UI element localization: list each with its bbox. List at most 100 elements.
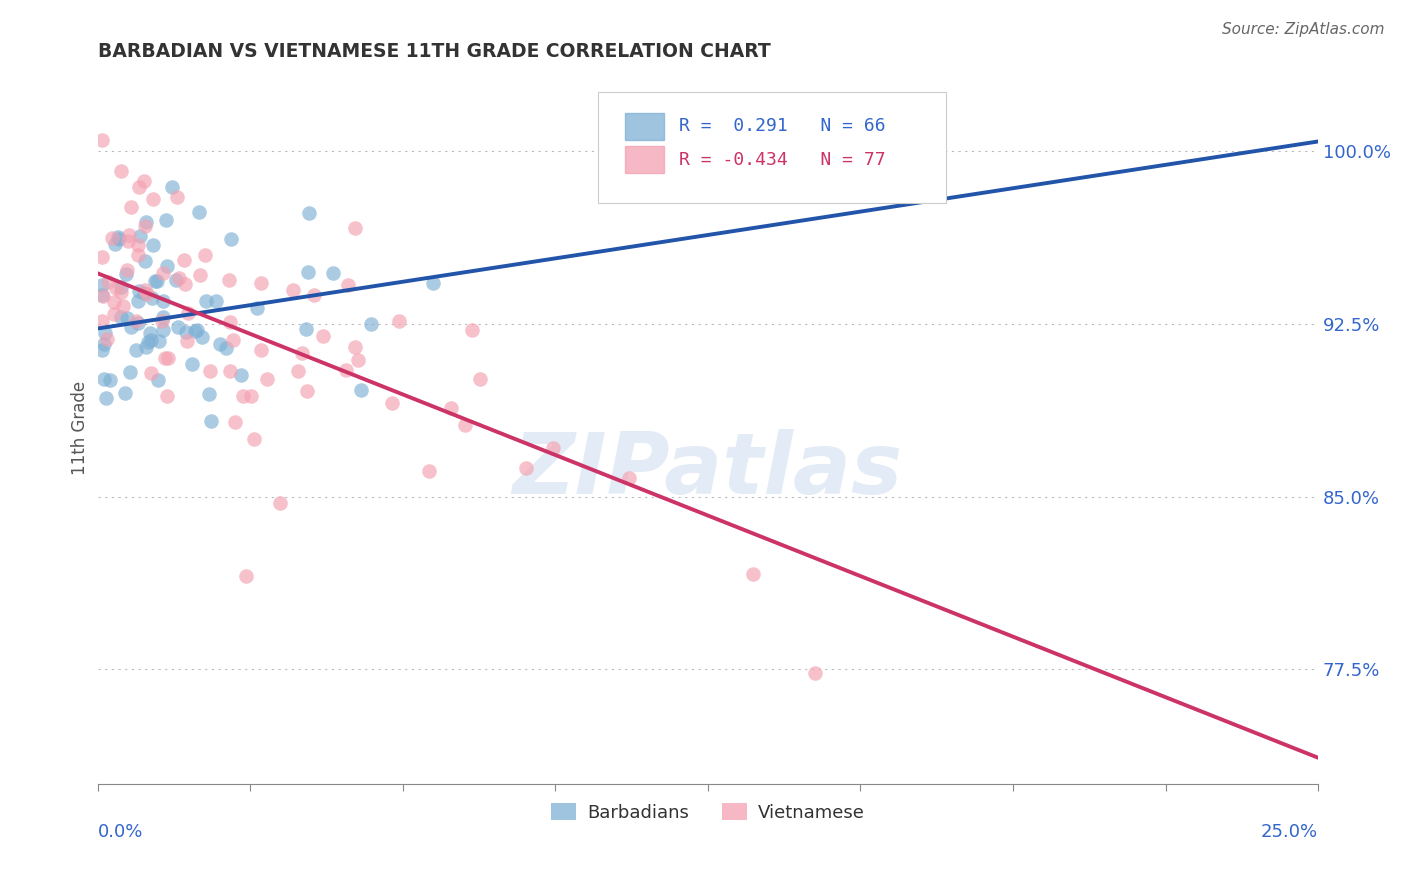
Point	[283, 283, 305, 297]
Point	[125, 343, 148, 357]
Point	[100, 230, 122, 244]
Point	[173, 253, 195, 268]
Point	[246, 301, 269, 316]
Point	[191, 330, 214, 344]
Point	[118, 365, 141, 379]
Point	[128, 179, 150, 194]
Point	[291, 346, 314, 360]
Point	[243, 432, 266, 446]
Point	[344, 340, 367, 354]
Point	[112, 299, 135, 313]
Point	[136, 334, 159, 349]
Point	[136, 286, 159, 301]
Point	[174, 277, 197, 291]
Point	[97, 275, 120, 289]
Point	[177, 306, 200, 320]
Point	[219, 232, 242, 246]
Point	[440, 401, 463, 415]
FancyBboxPatch shape	[598, 92, 946, 202]
Point	[215, 341, 238, 355]
Point	[343, 220, 366, 235]
Point	[110, 310, 132, 325]
Point	[107, 232, 129, 246]
Point	[742, 566, 765, 581]
Point	[336, 278, 359, 293]
Point	[115, 262, 138, 277]
Point	[153, 351, 176, 365]
Point	[148, 334, 170, 349]
Point	[157, 351, 180, 365]
Text: R = -0.434   N = 77: R = -0.434 N = 77	[679, 151, 886, 169]
Point	[105, 281, 128, 295]
Point	[148, 373, 170, 387]
Point	[250, 343, 273, 358]
Point	[194, 248, 217, 262]
Point	[188, 268, 211, 283]
Point	[174, 325, 197, 339]
Point	[224, 415, 246, 429]
Point	[125, 314, 148, 328]
Point	[115, 267, 138, 281]
Point	[152, 294, 174, 309]
Point	[91, 288, 114, 302]
Point	[150, 314, 173, 328]
Point	[184, 324, 207, 338]
Point	[195, 294, 218, 309]
Point	[152, 266, 174, 280]
Point	[135, 340, 157, 354]
Legend: Barbadians, Vietnamese: Barbadians, Vietnamese	[544, 796, 872, 829]
Point	[134, 219, 156, 234]
Point	[127, 316, 149, 330]
Point	[298, 206, 321, 220]
Point	[139, 333, 162, 347]
Point	[142, 193, 165, 207]
Point	[107, 230, 129, 244]
Text: 25.0%: 25.0%	[1261, 823, 1319, 841]
Point	[143, 274, 166, 288]
Point	[156, 389, 179, 403]
Point	[98, 373, 121, 387]
Point	[388, 313, 411, 327]
Point	[297, 265, 319, 279]
Point	[205, 294, 228, 309]
Point	[240, 389, 263, 403]
Point	[418, 464, 440, 478]
Point	[128, 228, 150, 243]
Point	[176, 334, 198, 349]
Point	[422, 276, 444, 290]
Point	[110, 164, 132, 178]
Point	[134, 283, 156, 297]
Point	[381, 396, 404, 410]
Point	[515, 460, 537, 475]
Point	[118, 227, 141, 242]
Point	[167, 271, 190, 285]
Point	[152, 323, 174, 337]
Point	[132, 174, 155, 188]
Point	[350, 384, 373, 398]
Point	[269, 495, 291, 509]
Point	[346, 353, 368, 368]
Point	[135, 215, 157, 229]
Point	[96, 332, 118, 346]
Point	[454, 417, 477, 432]
Point	[120, 200, 142, 214]
Point	[94, 391, 117, 405]
Point	[103, 307, 125, 321]
Point	[156, 260, 179, 274]
Point	[134, 286, 156, 301]
Point	[294, 322, 316, 336]
Point	[322, 266, 344, 280]
Point	[93, 337, 115, 351]
Point	[141, 367, 163, 381]
Point	[250, 276, 273, 290]
Point	[229, 368, 252, 382]
Point	[297, 384, 319, 399]
Point	[198, 364, 221, 378]
Point	[117, 310, 139, 325]
Point	[461, 323, 484, 337]
Point	[91, 278, 114, 293]
Bar	[624, 112, 664, 140]
Point	[232, 389, 254, 403]
Point	[335, 363, 357, 377]
Text: R =  0.291   N = 66: R = 0.291 N = 66	[679, 118, 886, 136]
